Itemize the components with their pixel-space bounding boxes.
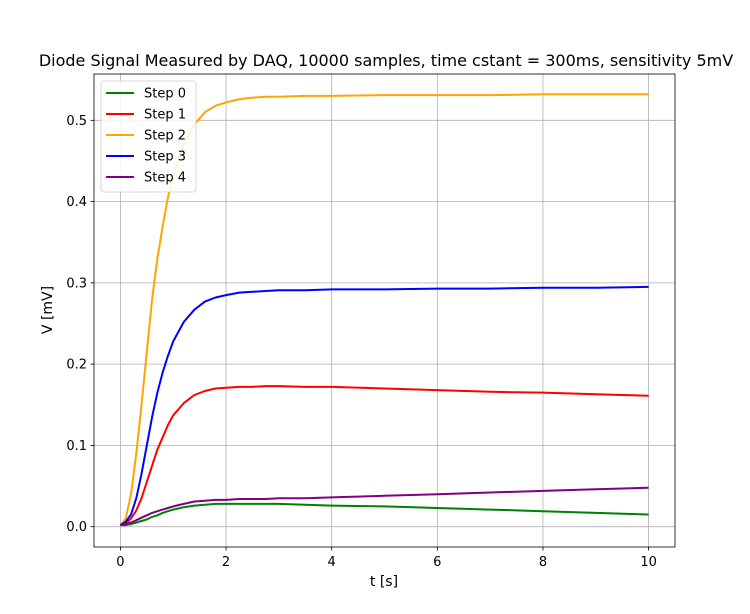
plot-frame bbox=[93, 73, 676, 548]
x-tick-label: 2 bbox=[222, 555, 230, 570]
series-layer bbox=[119, 93, 649, 527]
y-tick-label: 0.2 bbox=[66, 358, 87, 373]
legend-label: Step 2 bbox=[144, 129, 186, 144]
y-tick-label: 0.5 bbox=[66, 114, 87, 129]
chart-title: Diode Signal Measured by DAQ, 10000 samp… bbox=[39, 51, 733, 70]
x-axis-label: t [s] bbox=[370, 574, 398, 590]
series-line-step-1 bbox=[120, 385, 649, 527]
y-tick-label: 0.0 bbox=[66, 520, 87, 535]
series-line-step-3 bbox=[119, 285, 649, 526]
y-tick-label: 0.1 bbox=[66, 439, 87, 454]
series-line-step-2 bbox=[119, 93, 649, 526]
y-axis-ticks: 0.0 0.1 0.2 0.3 0.4 0.5 bbox=[66, 114, 94, 535]
y-tick-label: 0.3 bbox=[66, 276, 87, 291]
legend-label: Step 0 bbox=[144, 87, 186, 102]
x-tick-label: 8 bbox=[539, 555, 547, 570]
x-tick-label: 10 bbox=[640, 555, 657, 570]
legend-label: Step 4 bbox=[144, 171, 186, 186]
series-line-step-4 bbox=[120, 486, 649, 527]
series-line-step-0 bbox=[120, 502, 649, 527]
x-tick-label: 4 bbox=[328, 555, 336, 570]
legend: Step 0 Step 1 Step 2 Step 3 Step 4 bbox=[100, 80, 197, 193]
legend-box bbox=[100, 80, 197, 193]
legend-label: Step 3 bbox=[144, 150, 186, 165]
x-tick-label: 6 bbox=[433, 555, 441, 570]
x-tick-label: 0 bbox=[116, 555, 124, 570]
y-tick-label: 0.4 bbox=[66, 195, 87, 210]
legend-label: Step 1 bbox=[144, 108, 186, 123]
y-axis-label: V [mV] bbox=[40, 286, 56, 334]
x-axis-ticks: 0 2 4 6 8 10 bbox=[116, 547, 657, 570]
